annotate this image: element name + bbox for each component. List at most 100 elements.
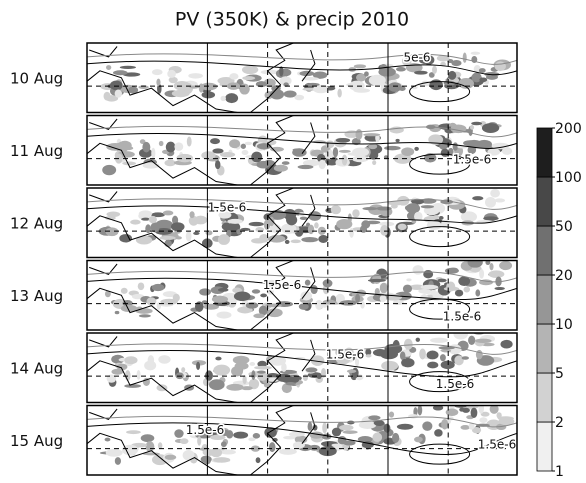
panel-content bbox=[87, 395, 517, 475]
precip-blob bbox=[227, 218, 243, 224]
precip-blob bbox=[458, 78, 474, 89]
precip-blob bbox=[105, 227, 119, 237]
precip-blob bbox=[458, 276, 471, 286]
colorbar-swatch bbox=[536, 421, 553, 472]
precip-blob bbox=[470, 407, 478, 418]
precip-blob bbox=[318, 235, 329, 243]
precip-blob bbox=[471, 72, 482, 83]
precip-blob bbox=[242, 76, 256, 81]
pv-contour bbox=[87, 198, 517, 210]
precip-blob bbox=[490, 189, 500, 198]
precip-blob bbox=[307, 421, 313, 432]
precip-blob bbox=[443, 286, 460, 291]
colorbar-swatch bbox=[536, 225, 553, 276]
precip-blob bbox=[399, 351, 406, 360]
precip-blob bbox=[119, 234, 133, 243]
precip-blob bbox=[461, 356, 470, 360]
precip-blob bbox=[304, 279, 311, 286]
precip-blob bbox=[197, 436, 202, 446]
precip-blob bbox=[179, 438, 189, 445]
precip-blob bbox=[266, 308, 283, 318]
contour-label: 1.5e-6 bbox=[453, 153, 491, 167]
precip-blob bbox=[433, 215, 440, 220]
row-label: 11 Aug bbox=[10, 142, 63, 160]
precip-blob bbox=[470, 51, 481, 55]
precip-blob bbox=[285, 381, 297, 386]
precip-blob bbox=[381, 360, 399, 371]
precip-blob bbox=[429, 79, 443, 91]
precip-blob bbox=[142, 141, 151, 153]
precip-blob bbox=[160, 298, 178, 305]
precip-blob bbox=[211, 295, 229, 303]
precip-blob bbox=[174, 142, 184, 151]
precip-blob bbox=[374, 287, 380, 296]
precip-blob bbox=[401, 357, 415, 368]
precip-blob bbox=[256, 160, 271, 169]
precip-blob bbox=[201, 151, 216, 160]
precip-blob bbox=[119, 65, 136, 70]
precip-blob bbox=[489, 405, 499, 414]
precip-blob bbox=[423, 270, 434, 279]
precip-blob bbox=[102, 164, 117, 176]
precip-blob bbox=[124, 356, 138, 365]
precip-blob bbox=[255, 457, 261, 464]
precip-blob bbox=[417, 405, 423, 416]
pv-contour bbox=[87, 277, 517, 301]
precip-blob bbox=[487, 395, 496, 405]
precip-blob bbox=[111, 368, 124, 375]
precip-blob bbox=[478, 405, 485, 414]
precip-blob bbox=[126, 430, 141, 435]
pv-contour bbox=[409, 153, 471, 175]
contour-label: 5e-6 bbox=[404, 50, 431, 64]
precip-blob bbox=[188, 215, 199, 226]
precip-blob bbox=[120, 287, 128, 294]
precip-blob bbox=[290, 239, 301, 244]
precip-blob bbox=[196, 361, 201, 371]
pv-contour bbox=[409, 298, 471, 320]
precip-blob bbox=[476, 139, 492, 149]
precip-blob bbox=[193, 231, 200, 235]
precip-blob bbox=[215, 160, 221, 170]
precip-blob bbox=[145, 441, 155, 452]
precip-blob bbox=[248, 221, 264, 227]
precip-blob bbox=[157, 442, 163, 450]
precip-blob bbox=[281, 223, 297, 234]
precip-blob bbox=[297, 164, 314, 170]
precip-blob bbox=[373, 420, 385, 427]
precip-blob bbox=[104, 290, 111, 298]
precip-blob bbox=[397, 223, 407, 231]
precip-blob bbox=[395, 138, 400, 143]
precip-blob bbox=[252, 433, 261, 439]
precip-blob bbox=[489, 263, 494, 271]
precip-blob bbox=[441, 419, 449, 430]
precip-blob bbox=[412, 265, 424, 275]
precip-blob bbox=[174, 429, 184, 438]
precip-blob bbox=[426, 220, 442, 230]
precip-blob bbox=[352, 209, 360, 218]
precip-blob bbox=[151, 69, 163, 76]
precip-blob bbox=[249, 361, 256, 366]
precip-blob bbox=[327, 149, 334, 160]
precip-blob bbox=[251, 238, 266, 244]
precip-blob bbox=[315, 299, 323, 310]
colorbar-swatch bbox=[536, 176, 553, 227]
precip-blob bbox=[423, 55, 435, 65]
precip-blob bbox=[213, 364, 231, 376]
precip-blob bbox=[216, 429, 231, 437]
precip-blob bbox=[229, 139, 241, 149]
contour-label: 1.5e-6 bbox=[326, 347, 364, 361]
precip-blob bbox=[135, 308, 153, 314]
precip-blob bbox=[462, 407, 470, 413]
precip-blob bbox=[441, 349, 452, 353]
precip-blob bbox=[106, 211, 121, 218]
panel-content bbox=[87, 333, 517, 403]
precip-blob bbox=[241, 386, 253, 391]
precip-blob bbox=[445, 408, 459, 416]
precip-blob bbox=[460, 425, 470, 430]
precip-blob bbox=[313, 84, 329, 94]
precip-blob bbox=[302, 159, 320, 167]
precip-blob bbox=[447, 70, 457, 80]
precip-blob bbox=[368, 415, 381, 421]
precip-blob bbox=[199, 288, 211, 296]
precip-blob bbox=[478, 68, 486, 74]
